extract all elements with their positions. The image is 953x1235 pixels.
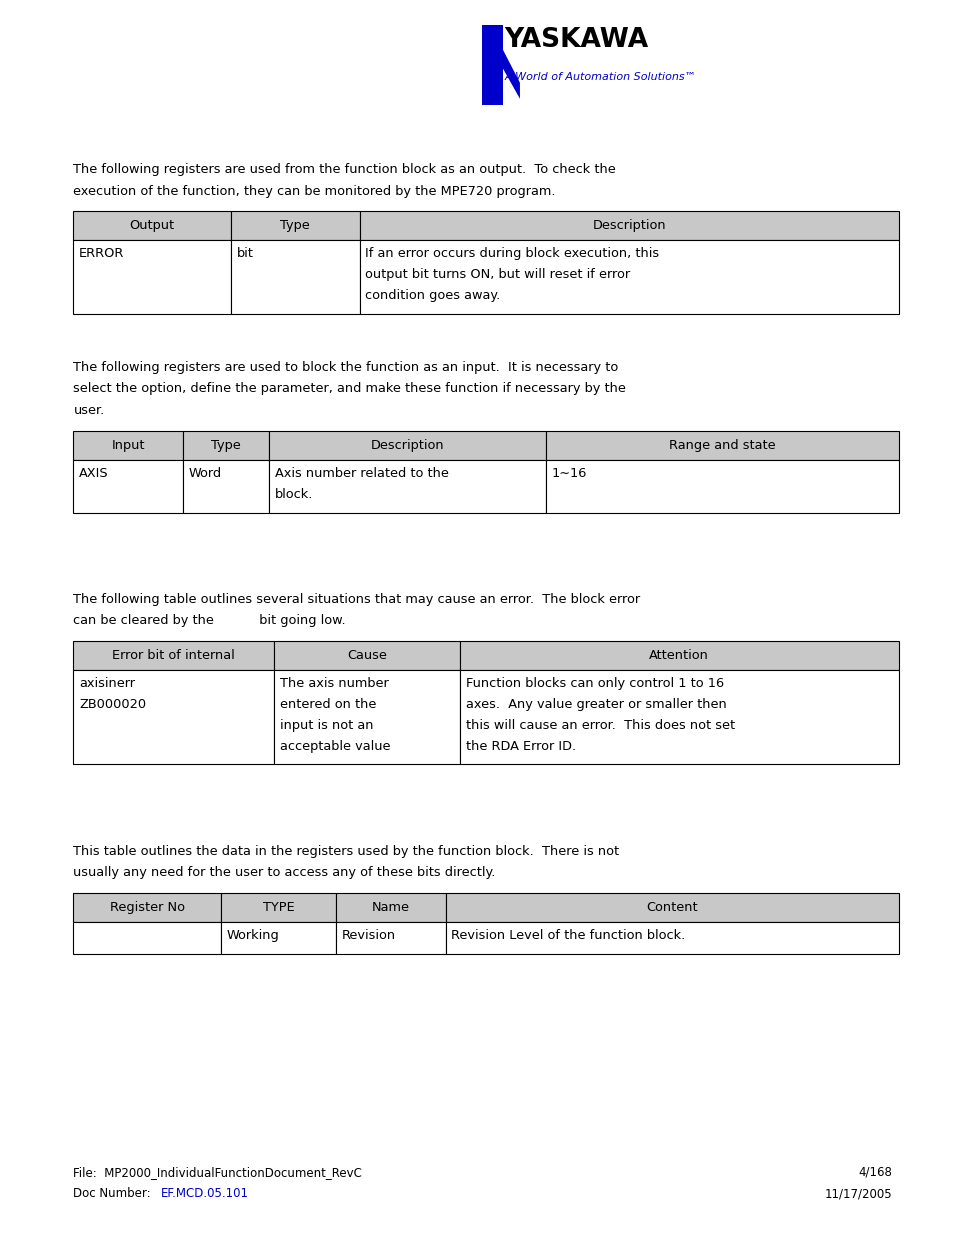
Bar <box>73 921 221 955</box>
Bar <box>231 241 359 314</box>
Bar <box>459 671 898 764</box>
Text: Range and state: Range and state <box>668 438 775 452</box>
Bar <box>335 893 445 921</box>
Text: Register No: Register No <box>110 900 185 914</box>
Text: EF.MCD.05.101: EF.MCD.05.101 <box>161 1188 249 1200</box>
Text: Type: Type <box>280 219 310 232</box>
Bar <box>269 431 545 459</box>
Text: acceptable value: acceptable value <box>279 740 390 752</box>
Text: Name: Name <box>372 900 409 914</box>
Text: Content: Content <box>645 900 698 914</box>
Text: output bit turns ON, but will reset if error: output bit turns ON, but will reset if e… <box>365 268 630 282</box>
Text: 4/168: 4/168 <box>857 1166 891 1179</box>
Text: AXIS: AXIS <box>79 467 109 480</box>
Text: bit: bit <box>236 247 253 261</box>
Text: The following table outlines several situations that may cause an error.  The bl: The following table outlines several sit… <box>73 593 639 606</box>
Bar <box>231 211 359 241</box>
Text: Type: Type <box>211 438 241 452</box>
Text: Output: Output <box>130 219 174 232</box>
Text: Working: Working <box>227 929 279 942</box>
Text: Error bit of internal: Error bit of internal <box>112 650 234 662</box>
Text: ERROR: ERROR <box>79 247 125 261</box>
Bar <box>221 921 335 955</box>
Text: axes.  Any value greater or smaller then: axes. Any value greater or smaller then <box>465 698 725 711</box>
Bar <box>73 431 183 459</box>
Text: The following registers are used from the function block as an output.  To check: The following registers are used from th… <box>73 163 616 177</box>
Text: TYPE: TYPE <box>262 900 294 914</box>
Bar <box>183 431 269 459</box>
Bar <box>481 25 502 105</box>
Text: user.: user. <box>73 404 105 417</box>
Bar <box>459 641 898 671</box>
Bar <box>183 459 269 513</box>
Bar <box>73 241 231 314</box>
Text: block.: block. <box>274 488 313 500</box>
Text: condition goes away.: condition goes away. <box>365 289 500 303</box>
Text: Doc Number:: Doc Number: <box>73 1188 158 1200</box>
Bar <box>545 459 898 513</box>
Text: 11/17/2005: 11/17/2005 <box>823 1188 891 1200</box>
Text: This table outlines the data in the registers used by the function block.  There: This table outlines the data in the regi… <box>73 845 618 858</box>
Text: axisinerr: axisinerr <box>79 677 135 690</box>
Text: Revision Level of the function block.: Revision Level of the function block. <box>451 929 685 942</box>
Bar <box>274 671 459 764</box>
Text: Description: Description <box>592 219 665 232</box>
Text: can be cleared by the           bit going low.: can be cleared by the bit going low. <box>73 615 346 627</box>
Text: the RDA Error ID.: the RDA Error ID. <box>465 740 575 752</box>
Text: 1∼16: 1∼16 <box>551 467 586 480</box>
Bar <box>359 211 898 241</box>
Text: usually any need for the user to access any of these bits directly.: usually any need for the user to access … <box>73 866 496 879</box>
Text: A World of Automation Solutions™: A World of Automation Solutions™ <box>504 72 696 82</box>
Text: this will cause an error.  This does not set: this will cause an error. This does not … <box>465 719 734 732</box>
Bar <box>73 893 221 921</box>
Polygon shape <box>481 31 519 99</box>
Text: YASKAWA: YASKAWA <box>504 27 648 53</box>
Bar <box>445 893 898 921</box>
Text: Revision: Revision <box>341 929 395 942</box>
Text: select the option, define the parameter, and make these function if necessary by: select the option, define the parameter,… <box>73 383 626 395</box>
Bar <box>73 211 231 241</box>
Text: execution of the function, they can be monitored by the MPE720 program.: execution of the function, they can be m… <box>73 184 556 198</box>
Text: Function blocks can only control 1 to 16: Function blocks can only control 1 to 16 <box>465 677 723 690</box>
Text: ZB000020: ZB000020 <box>79 698 146 711</box>
Text: File:  MP2000_IndividualFunctionDocument_RevC: File: MP2000_IndividualFunctionDocument_… <box>73 1166 362 1179</box>
Bar <box>73 671 274 764</box>
Bar <box>545 431 898 459</box>
Text: If an error occurs during block execution, this: If an error occurs during block executio… <box>365 247 659 261</box>
Text: Axis number related to the: Axis number related to the <box>274 467 448 480</box>
Text: Cause: Cause <box>347 650 386 662</box>
Bar <box>445 921 898 955</box>
Bar <box>73 459 183 513</box>
Text: Input: Input <box>112 438 145 452</box>
Text: The axis number: The axis number <box>279 677 388 690</box>
Text: The following registers are used to block the function as an input.  It is neces: The following registers are used to bloc… <box>73 361 618 374</box>
Bar <box>221 893 335 921</box>
Text: Description: Description <box>370 438 444 452</box>
Bar <box>359 241 898 314</box>
Bar <box>73 641 274 671</box>
Bar <box>274 641 459 671</box>
Bar <box>269 459 545 513</box>
Bar <box>335 921 445 955</box>
Text: Attention: Attention <box>649 650 708 662</box>
Text: input is not an: input is not an <box>279 719 373 732</box>
Text: entered on the: entered on the <box>279 698 375 711</box>
Text: Word: Word <box>189 467 222 480</box>
